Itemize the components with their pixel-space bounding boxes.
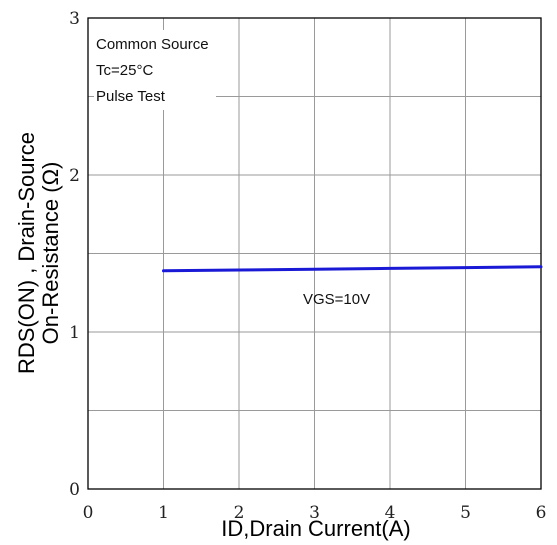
series-line-0 (162, 265, 543, 273)
series-label-vgs: VGS=10V (303, 291, 370, 308)
y-tick-label-2: 2 (69, 166, 80, 186)
x-tick-label-0: 0 (83, 503, 94, 523)
x-tick-label-1: 1 (158, 503, 169, 523)
note-pulse-test: Pulse Test (96, 88, 166, 105)
notes: Common Source Tc=25°C Pulse Test (94, 30, 216, 110)
x-tick-label-5: 5 (460, 503, 471, 523)
y-axis-label-line2: On-Resistance (Ω) (38, 162, 63, 345)
x-tick-label-3: 3 (309, 503, 320, 523)
x-tick-label-6: 6 (536, 503, 547, 523)
y-tick-label-1: 1 (69, 323, 80, 343)
y-tick-labels: 0 1 2 3 (69, 9, 80, 500)
y-tick-label-0: 0 (69, 480, 80, 500)
y-axis-label: RDS(ON) , Drain-Source On-Resistance (Ω) (14, 132, 63, 374)
note-common-source: Common Source (96, 36, 209, 53)
x-tick-label-4: 4 (385, 503, 396, 523)
x-tick-label-2: 2 (234, 503, 245, 523)
x-tick-labels: 0 1 2 3 4 5 6 (83, 503, 547, 523)
note-temperature: Tc=25°C (96, 62, 153, 79)
y-tick-label-3: 3 (69, 9, 80, 29)
grid (88, 18, 541, 489)
plot-frame (87, 17, 542, 490)
series-layer (162, 265, 543, 273)
x-axis-label: ID,Drain Current(A) (221, 516, 410, 541)
y-axis-label-line1: RDS(ON) , Drain-Source (14, 132, 39, 374)
